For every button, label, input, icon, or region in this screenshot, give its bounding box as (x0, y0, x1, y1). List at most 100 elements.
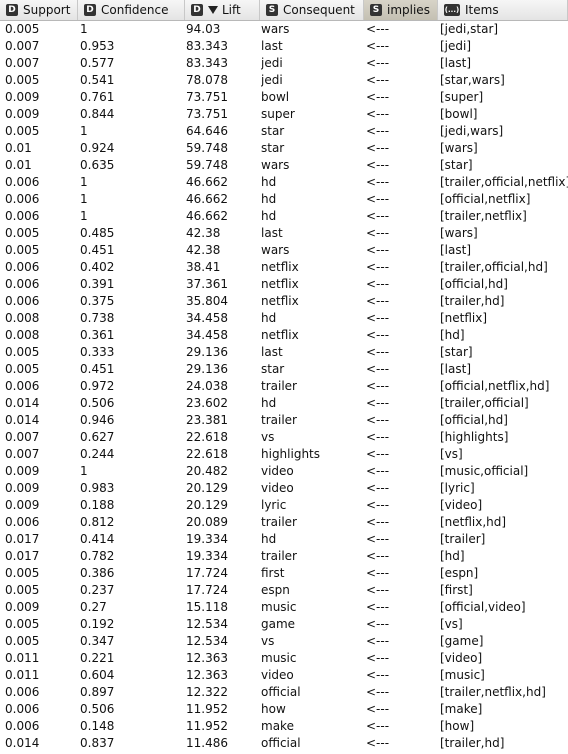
cell-confidence: 0.148 (80, 719, 115, 733)
cell-confidence: 0.738 (80, 311, 115, 325)
table-row[interactable]: 0.006 0.391 37.361 netflix <--- [official,hd] (0, 276, 568, 293)
table-row[interactable]: 0.005 0.386 17.724 first <--- [espn] (0, 565, 568, 582)
cell-confidence: 0.506 (80, 702, 115, 716)
table-row[interactable]: 0.014 0.946 23.381 trailer <--- [official,hd] (0, 412, 568, 429)
table-row[interactable]: 0.007 0.577 83.343 jedi <--- [last] (0, 55, 568, 72)
table-row[interactable]: 0.017 0.782 19.334 trailer <--- [hd] (0, 548, 568, 565)
table-row[interactable]: 0.007 0.953 83.343 last <--- [jedi] (0, 38, 568, 55)
cell-implies: <--- (366, 413, 390, 427)
cell-items: [wars] (440, 226, 478, 240)
cell-lift: 23.381 (186, 413, 228, 427)
cell-consequent: video (261, 668, 294, 682)
table-row[interactable]: 0.014 0.837 11.486 official <--- [trailer,hd] (0, 735, 568, 752)
table-row[interactable]: 0.006 0.972 24.038 trailer <--- [official,net… (0, 378, 568, 395)
table-row[interactable]: 0.005 1 94.03 wars <--- [jedi,star] (0, 21, 568, 38)
cell-confidence: 0.244 (80, 447, 115, 461)
cell-lift: 23.602 (186, 396, 228, 410)
table-row[interactable]: 0.005 0.237 17.724 espn <--- [first] (0, 582, 568, 599)
table-row[interactable]: 0.01 0.924 59.748 star <--- [wars] (0, 140, 568, 157)
column-header-items[interactable]: (...) Items (438, 0, 568, 20)
table-row[interactable]: 0.005 0.451 29.136 star <--- [last] (0, 361, 568, 378)
table-row[interactable]: 0.007 0.244 22.618 highlights <--- [vs] (0, 446, 568, 463)
table-row[interactable]: 0.017 0.414 19.334 hd <--- [trailer] (0, 531, 568, 548)
cell-lift: 20.482 (186, 464, 228, 478)
table-row[interactable]: 0.009 0.27 15.118 music <--- [official,video] (0, 599, 568, 616)
table-row[interactable]: 0.006 0.148 11.952 make <--- [how] (0, 718, 568, 735)
table-row[interactable]: 0.005 0.333 29.136 last <--- [star] (0, 344, 568, 361)
cell-support: 0.005 (5, 22, 40, 36)
table-row[interactable]: 0.007 0.627 22.618 vs <--- [highlights] (0, 429, 568, 446)
cell-confidence: 0.812 (80, 515, 115, 529)
cell-implies: <--- (366, 158, 390, 172)
cell-lift: 83.343 (186, 56, 228, 70)
cell-items: [last] (440, 362, 472, 376)
cell-implies: <--- (366, 175, 390, 189)
cell-implies: <--- (366, 141, 390, 155)
table-row[interactable]: 0.006 0.506 11.952 how <--- [make] (0, 701, 568, 718)
table-row[interactable]: 0.006 1 46.662 hd <--- [trailer,netflix] (0, 208, 568, 225)
cell-implies: <--- (366, 498, 390, 512)
cell-support: 0.008 (5, 328, 40, 342)
cell-implies: <--- (366, 651, 390, 665)
column-type-icon: S (266, 4, 278, 16)
table-row[interactable]: 0.006 0.897 12.322 official <--- [trailer,net… (0, 684, 568, 701)
table-row[interactable]: 0.006 0.375 35.804 netflix <--- [trailer,hd] (0, 293, 568, 310)
cell-consequent: highlights (261, 447, 321, 461)
table-row[interactable]: 0.005 1 64.646 star <--- [jedi,wars] (0, 123, 568, 140)
cell-support: 0.007 (5, 56, 40, 70)
column-header-confidence[interactable]: D Confidence (78, 0, 185, 20)
cell-implies: <--- (366, 124, 390, 138)
table-row[interactable]: 0.008 0.738 34.458 hd <--- [netflix] (0, 310, 568, 327)
cell-consequent: star (261, 362, 285, 376)
column-header-label: Confidence (101, 3, 169, 17)
cell-lift: 73.751 (186, 90, 228, 104)
table-row[interactable]: 0.005 0.451 42.38 wars <--- [last] (0, 242, 568, 259)
cell-confidence: 0.627 (80, 430, 115, 444)
table-row[interactable]: 0.005 0.541 78.078 jedi <--- [star,wars] (0, 72, 568, 89)
table-row[interactable]: 0.005 0.485 42.38 last <--- [wars] (0, 225, 568, 242)
column-header-lift[interactable]: D Lift (185, 0, 260, 20)
cell-confidence: 1 (80, 464, 88, 478)
table-row[interactable]: 0.009 0.844 73.751 super <--- [bowl] (0, 106, 568, 123)
cell-consequent: wars (261, 243, 290, 257)
cell-items: [official,netflix] (440, 192, 531, 206)
table-row[interactable]: 0.014 0.506 23.602 hd <--- [trailer,official] (0, 395, 568, 412)
table-row[interactable]: 0.006 1 46.662 hd <--- [official,netflix] (0, 191, 568, 208)
cell-support: 0.005 (5, 362, 40, 376)
column-header-consequent[interactable]: S Consequent (260, 0, 364, 20)
cell-consequent: bowl (261, 90, 290, 104)
table-row[interactable]: 0.009 0.188 20.129 lyric <--- [video] (0, 497, 568, 514)
cell-confidence: 0.983 (80, 481, 115, 495)
table-row[interactable]: 0.005 0.192 12.534 game <--- [vs] (0, 616, 568, 633)
cell-items: [hd] (440, 328, 465, 342)
table-row[interactable]: 0.009 0.761 73.751 bowl <--- [super] (0, 89, 568, 106)
table-row[interactable]: 0.011 0.604 12.363 video <--- [music] (0, 667, 568, 684)
cell-consequent: vs (261, 634, 275, 648)
table-row[interactable]: 0.009 0.983 20.129 video <--- [lyric] (0, 480, 568, 497)
table-row[interactable]: 0.006 1 46.662 hd <--- [trailer,official,netf… (0, 174, 568, 191)
cell-lift: 11.486 (186, 736, 228, 750)
cell-confidence: 0.402 (80, 260, 115, 274)
table-row[interactable]: 0.011 0.221 12.363 music <--- [video] (0, 650, 568, 667)
cell-lift: 64.646 (186, 124, 228, 138)
cell-consequent: espn (261, 583, 290, 597)
cell-implies: <--- (366, 532, 390, 546)
table-row[interactable]: 0.006 0.402 38.41 netflix <--- [trailer,offic… (0, 259, 568, 276)
cell-consequent: video (261, 464, 294, 478)
cell-implies: <--- (366, 719, 390, 733)
cell-items: [official,netflix,hd] (440, 379, 550, 393)
sort-descending-icon[interactable] (208, 6, 218, 14)
table-row[interactable]: 0.006 0.812 20.089 trailer <--- [netflix,hd] (0, 514, 568, 531)
cell-support: 0.006 (5, 719, 40, 733)
table-row[interactable]: 0.01 0.635 59.748 wars <--- [star] (0, 157, 568, 174)
table-row[interactable]: 0.009 1 20.482 video <--- [music,official] (0, 463, 568, 480)
cell-implies: <--- (366, 668, 390, 682)
table-row[interactable]: 0.008 0.361 34.458 netflix <--- [hd] (0, 327, 568, 344)
column-header-support[interactable]: D Support (0, 0, 78, 20)
cell-consequent: last (261, 345, 283, 359)
table-row[interactable]: 0.005 0.347 12.534 vs <--- [game] (0, 633, 568, 650)
cell-lift: 59.748 (186, 141, 228, 155)
cell-confidence: 0.221 (80, 651, 115, 665)
cell-support: 0.017 (5, 549, 40, 563)
